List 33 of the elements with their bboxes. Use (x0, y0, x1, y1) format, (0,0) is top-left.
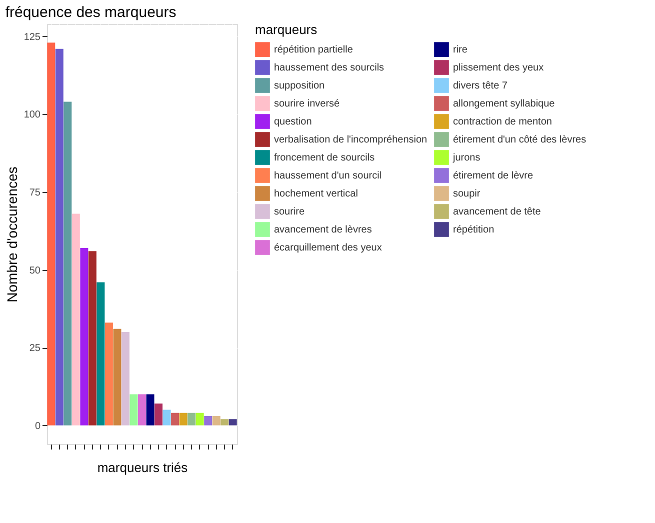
legend-label: allongement syllabique (453, 98, 556, 110)
legend-label: sourire inversé (274, 98, 340, 110)
y-tick-label: 100 (24, 110, 41, 121)
chart-title: fréquence des marqueurs (5, 4, 176, 21)
legend-label: répétition partielle (274, 44, 354, 56)
legend-label: haussement des sourcils (274, 62, 384, 74)
legend-label: jurons (452, 152, 480, 164)
legend-label: supposition (274, 80, 325, 92)
y-tick-label: 50 (29, 265, 41, 276)
legend-label: rire (453, 44, 468, 56)
legend-label: froncement de sourcils (274, 152, 375, 164)
legend-label: haussement d'un sourcil (274, 170, 382, 182)
legend-label: avancement de tête (453, 206, 542, 218)
legend-label: étirement de lèvre (453, 170, 534, 182)
legend-label: contraction de menton (453, 116, 552, 128)
legend-label: soupir (453, 188, 481, 200)
x-axis-title: marqueurs triés (97, 460, 188, 475)
legend-label: hochement vertical (274, 188, 358, 200)
legend-label: avancement de lèvres (274, 224, 372, 236)
legend-label: verbalisation de l'incompréhension (274, 134, 428, 146)
legend-label: divers tête 7 (453, 80, 508, 92)
y-axis-title: Nombre d'occurences (4, 166, 20, 302)
legend-label: écarquillement des yeux (274, 242, 382, 254)
y-tick-label: 125 (24, 32, 41, 43)
y-tick-label: 75 (29, 188, 41, 198)
legend-label: sourire (274, 206, 306, 218)
legend-label: plissement des yeux (453, 62, 544, 74)
y-tick-label: 0 (34, 420, 41, 432)
legend-label: répétition (453, 224, 494, 236)
y-tick-label: 25 (29, 343, 41, 354)
legend-label: question (274, 116, 312, 128)
legend-title: marqueurs (255, 22, 318, 37)
legend-label: étirement d'un côté des lèvres (453, 134, 586, 146)
